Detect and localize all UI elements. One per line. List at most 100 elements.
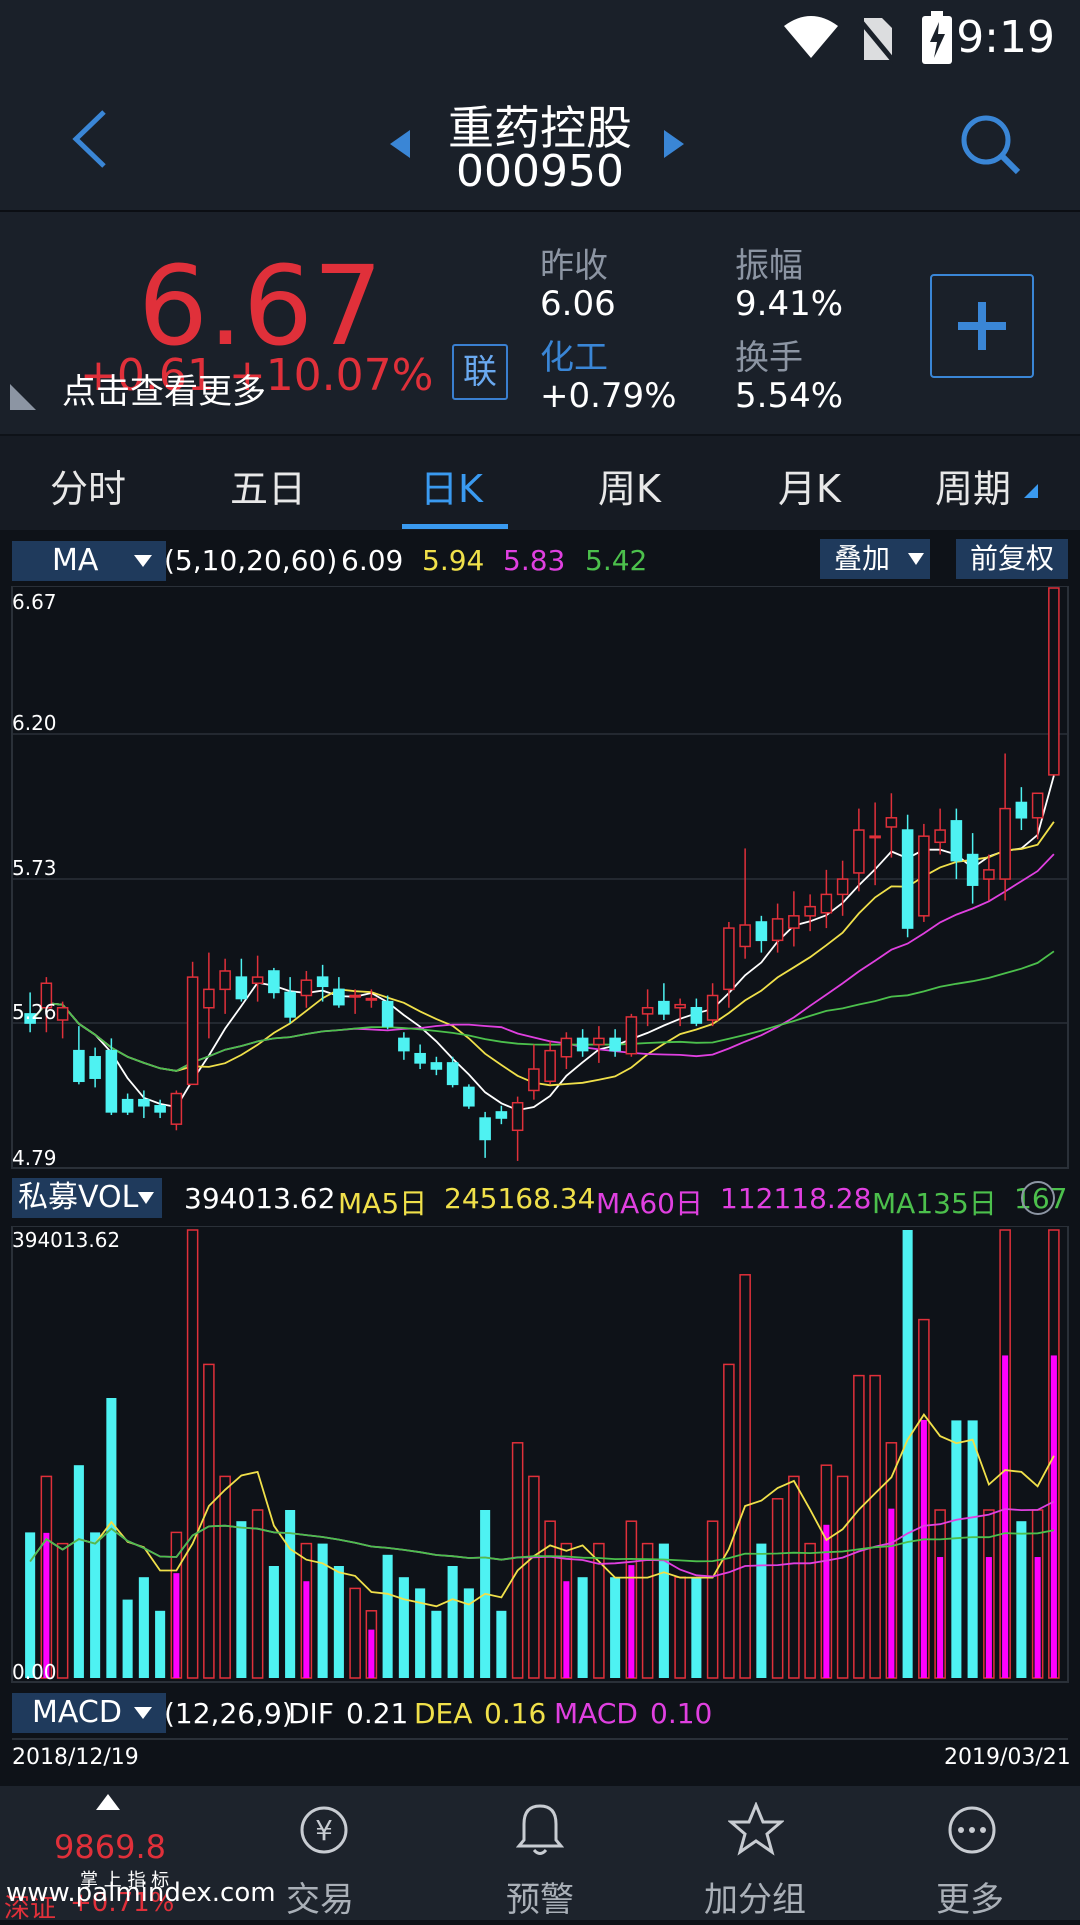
kline-chart[interactable] [0,586,1080,1170]
volume-bar-fill [693,1605,700,1678]
volume-bar [706,1520,719,1679]
refresh-icon[interactable] [1018,1178,1058,1218]
current-price: 6.67 [138,242,383,370]
macd-value: 0.10 [650,1697,713,1730]
volume-bars [25,1229,1060,1679]
volume-bar-fill [953,1492,960,1678]
candle-body [446,1062,459,1086]
forward-adjust-button[interactable]: 前复权 [956,539,1068,579]
volume-bar-fill [969,1492,976,1678]
volume-bar [869,1374,881,1679]
vol-axis-min: 0.00 [12,1660,57,1684]
volume-bar-fill [1050,1355,1057,1678]
active-tab-underline [402,524,508,529]
candle-body [983,869,995,880]
vol-selector[interactable]: 私募VOL [12,1178,162,1218]
vol-ma60-label: MA60日 [596,1187,703,1220]
prev-close-label: 昨收 [540,246,608,286]
nav-add-group-label: 加分组 [704,1880,806,1920]
candlesticks [24,587,1060,1161]
sector-label[interactable]: 化工 [540,338,608,378]
candle-body [186,976,199,1086]
yen-circle-icon: ¥ [300,1806,348,1854]
linked-button[interactable]: 联 [452,344,508,400]
nav-trade[interactable]: ¥ 交易 [216,1786,432,1920]
ma-selector-label: MA [52,543,99,578]
volume-bar [90,1532,101,1678]
candle-body [479,1117,491,1141]
volume-bar [610,1577,621,1678]
price-axis-min: 4.79 [12,1146,57,1170]
ma10-line [29,821,1055,1087]
tab-daily-k[interactable]: 日K [420,467,483,511]
expand-up-icon [96,1794,120,1810]
nav-more[interactable]: 更多 [864,1786,1080,1920]
candle-body [918,835,930,917]
volume-bar-fill [904,1355,911,1678]
ma60-value: 5.42 [585,544,648,577]
expand-corner-icon[interactable] [10,384,36,410]
candle-body [1048,587,1060,776]
tab-intraday[interactable]: 分时 [50,467,127,511]
volume-bar [544,1520,556,1679]
candle-body [381,1000,394,1027]
vol-ma5-line [29,1413,1055,1608]
no-sim-icon [858,16,896,64]
nav-trade-label: 交易 [286,1880,354,1920]
candle-body [788,915,800,929]
tab-monthly-k[interactable]: 月K [778,467,841,511]
overlay-button[interactable]: 叠加 [820,539,930,579]
amplitude-label: 振幅 [735,246,803,286]
candle-body [609,1037,621,1052]
tab-period[interactable]: 周期 [935,467,1012,511]
ma-dropdown-icon [134,555,152,567]
volume-bar-fill [985,1557,992,1678]
volume-ma-lines [29,1413,1055,1608]
back-arrow-icon[interactable] [70,108,110,170]
volume-bar-fill [368,1629,375,1678]
ma5-line [29,775,1055,1112]
search-icon[interactable] [958,112,1022,176]
nav-add-group[interactable]: 加分组 [648,1786,864,1920]
volume-bar [317,1543,328,1678]
candle-body [170,1092,183,1125]
add-watchlist-button[interactable] [930,274,1034,378]
volume-bar [138,1577,149,1678]
volume-bar [788,1475,800,1679]
volume-bar-fill [498,1629,505,1678]
candle-body [1015,801,1028,819]
volume-bar [577,1577,588,1678]
volume-chart[interactable] [0,1226,1080,1686]
candle-body [560,1037,573,1058]
nav-index[interactable]: 9869.8 掌 上 指 标 深证 +0.71% www.palmindex.c… [0,1786,276,1924]
candle-body [966,853,979,886]
prev-stock-icon[interactable] [390,130,410,158]
vol-value: 394013.62 [184,1182,336,1215]
view-more-link[interactable]: 点击查看更多 [62,372,266,412]
candle-body [105,1049,118,1113]
candle-body [56,1006,69,1021]
battery-charging-icon [922,11,952,64]
prev-close-value: 6.06 [540,284,616,324]
volume-bar [674,1576,686,1679]
tab-weekly-k[interactable]: 周K [598,467,661,511]
candle-body [349,994,361,998]
vol-axis-max: 394013.62 [12,1228,121,1252]
candle-body [593,1037,605,1046]
volume-bar [853,1374,865,1679]
vol-ma5-label: MA5日 [338,1187,428,1220]
macd-dropdown-icon [134,1707,152,1719]
next-stock-icon[interactable] [664,130,684,158]
price-change: +0.61 +10.07% [80,350,434,401]
volume-bar-fill [303,1581,310,1678]
volume-bar [723,1363,735,1679]
price-axis-4: 5.26 [12,1000,57,1024]
volume-bar [186,1229,199,1679]
candle-body [706,994,719,1021]
candle-body [203,988,215,1009]
nav-alert[interactable]: 预警 [432,1786,648,1920]
ma10-value: 5.94 [422,544,485,577]
vol-ma60-value: 112118.28 [720,1182,872,1215]
volume-bar-fill [43,1532,50,1678]
tab-five-day[interactable]: 五日 [230,467,307,511]
